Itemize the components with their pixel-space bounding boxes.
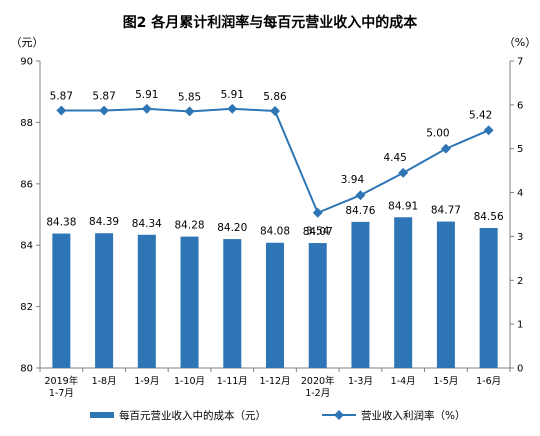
bar-value-label: 84.20 <box>217 222 247 234</box>
x-tick-label: 1-4月 <box>391 376 416 387</box>
line-point <box>99 105 110 116</box>
right-tick-label: 6 <box>517 100 523 111</box>
right-axis-unit: （%） <box>504 36 536 49</box>
line-point <box>312 207 323 218</box>
legend: 每百元营业收入中的成本（元） 营业收入利润率（%） <box>90 409 465 422</box>
bar-value-label: 84.91 <box>388 200 418 212</box>
bar <box>95 233 114 368</box>
x-tick-label: 1-7月 <box>49 388 74 399</box>
x-tick-label: 1-2月 <box>305 388 330 399</box>
bar-series <box>52 217 498 368</box>
x-tick-label: 1-8月 <box>92 376 117 387</box>
line-value-label: 5.85 <box>178 91 201 103</box>
bar <box>394 217 413 368</box>
x-tick-label: 2019年 <box>45 375 79 387</box>
bar <box>266 242 284 368</box>
x-tick-label: 1-10月 <box>174 376 205 387</box>
line-point <box>141 103 152 114</box>
x-tick-label: 1-5月 <box>433 376 458 387</box>
left-tick-label: 80 <box>20 364 33 375</box>
bar <box>223 239 242 368</box>
right-tick-label: 7 <box>517 57 523 68</box>
line-point <box>227 103 238 114</box>
right-tick-label: 4 <box>517 188 523 199</box>
x-tick-label: 1-9月 <box>134 376 159 387</box>
bar-value-label: 84.07 <box>303 226 333 238</box>
right-tick-label: 0 <box>517 364 523 375</box>
x-tick-label: 2020年 <box>301 375 335 387</box>
left-tick-label: 82 <box>20 302 33 313</box>
line-value-label: 5.91 <box>221 89 244 101</box>
line-value-label: 4.45 <box>383 152 406 164</box>
left-axis-unit: （元） <box>11 36 44 49</box>
line-point <box>355 190 366 201</box>
bar-value-label: 84.28 <box>175 220 205 232</box>
x-tick-label: 1-3月 <box>348 376 373 387</box>
line-value-label: 5.42 <box>469 109 492 121</box>
line-value-label: 5.87 <box>92 91 115 103</box>
x-tick-label: 1-11月 <box>217 376 248 387</box>
bar-value-label: 84.38 <box>46 217 76 229</box>
legend-bar-swatch <box>90 412 114 418</box>
right-tick-label: 1 <box>517 320 523 331</box>
line-point <box>270 106 280 116</box>
line-value-label: 5.00 <box>426 128 449 140</box>
line-value-label: 5.87 <box>50 91 73 103</box>
line-point <box>184 106 195 117</box>
line-value-label: 5.86 <box>263 91 287 103</box>
bar <box>52 233 71 368</box>
left-tick-label: 84 <box>20 241 33 252</box>
data-labels: 84.38 84.39 84.34 84.28 84.20 84.08 84.07 84.76… <box>46 89 504 238</box>
bar-value-label: 84.08 <box>260 226 290 238</box>
legend-line-label: 营业收入利润率（%） <box>361 409 465 422</box>
line-value-label: 3.94 <box>341 174 365 186</box>
x-tick-label: 1-12月 <box>259 376 290 387</box>
line-value-label: 5.91 <box>135 89 158 101</box>
x-tick-label: 1-6月 <box>476 376 501 387</box>
line-value-label: 3.54 <box>306 226 330 238</box>
line-series <box>56 103 494 218</box>
bar <box>436 221 455 368</box>
left-tick-label: 86 <box>20 179 33 190</box>
right-tick-label: 2 <box>517 276 523 287</box>
bar <box>351 221 370 368</box>
legend-bar-label: 每百元营业收入中的成本（元） <box>119 409 266 422</box>
bar-value-label: 84.56 <box>474 211 504 223</box>
left-tick-label: 88 <box>20 118 33 129</box>
line-point <box>440 143 451 154</box>
legend-line-marker <box>334 410 344 420</box>
line-point <box>398 167 409 178</box>
bar <box>479 228 498 368</box>
bar <box>180 236 199 368</box>
right-tick-label: 5 <box>517 144 523 155</box>
bar-value-label: 84.34 <box>132 218 162 230</box>
profit-rate-line <box>61 107 490 215</box>
chart-title: 图2 各月累计利润率与每百元营业收入中的成本 <box>123 14 419 31</box>
left-tick-label: 90 <box>20 57 33 68</box>
bar <box>308 243 327 368</box>
bar <box>137 234 156 368</box>
bar-value-label: 84.39 <box>89 216 119 228</box>
bar-value-label: 84.76 <box>345 205 375 217</box>
bar-value-label: 84.77 <box>431 205 461 217</box>
line-point <box>56 105 67 116</box>
right-tick-label: 3 <box>517 232 523 243</box>
line-point <box>483 125 494 136</box>
